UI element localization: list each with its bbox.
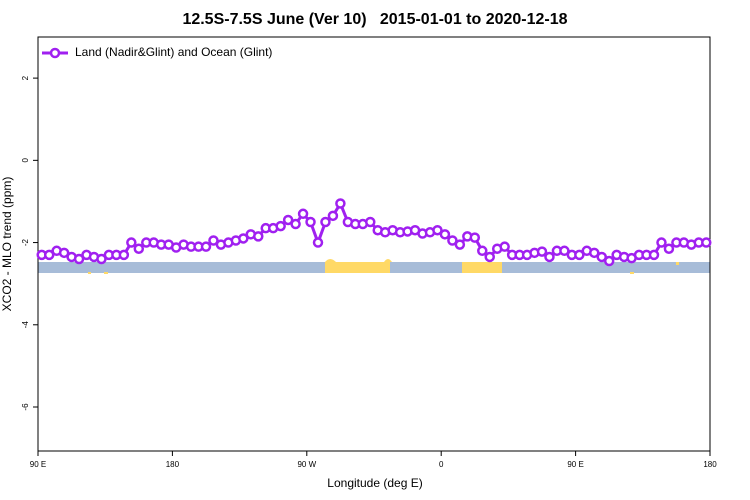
land-dot: [676, 262, 679, 265]
data-point: [305, 216, 316, 228]
data-point: [663, 243, 675, 254]
data-point: [596, 251, 607, 263]
y-tick-label: -2: [21, 238, 30, 246]
x-tick-label: 90 E: [567, 460, 583, 469]
data-point: [656, 237, 667, 248]
y-tick-label: -4: [21, 321, 30, 329]
x-tick-label: 90 E: [30, 460, 46, 469]
data-point: [648, 249, 660, 261]
data-point: [58, 247, 70, 259]
data-point: [238, 233, 249, 244]
data-point: [499, 241, 510, 252]
data-point: [574, 249, 585, 261]
data-point: [559, 245, 570, 257]
data-point: [589, 247, 600, 259]
y-axis-label: XCO2 - MLO trend (ppm): [0, 177, 14, 312]
data-point: [454, 239, 466, 250]
data-point: [253, 231, 264, 242]
x-tick-label: 0: [439, 460, 444, 469]
x-tick-label: 180: [703, 460, 717, 469]
data-point: [327, 210, 339, 222]
data-point: [365, 216, 376, 228]
data-point: [447, 235, 458, 246]
y-tick-label: 2: [21, 75, 30, 80]
land-band: [462, 262, 502, 273]
data-point: [118, 249, 130, 261]
land-dot: [630, 272, 634, 274]
x-tick-label: 180: [166, 460, 180, 469]
land-ocean-band: [38, 259, 710, 274]
data-point: [477, 245, 488, 257]
land-dot: [88, 272, 91, 274]
land-dot: [104, 272, 108, 274]
legend-marker: [49, 47, 61, 59]
data-point: [335, 198, 346, 209]
data-point: [208, 235, 219, 246]
data-point: [536, 246, 548, 257]
data-point: [133, 243, 145, 254]
data-point: [432, 224, 443, 236]
y-tick-label: -6: [21, 403, 30, 411]
data-point: [320, 216, 331, 228]
data-point: [275, 220, 286, 232]
data-point: [282, 214, 294, 226]
data-point: [469, 232, 481, 243]
data-point: [603, 255, 615, 267]
land-edge: [325, 259, 392, 262]
data-point: [701, 237, 712, 248]
chart-title: 12.5S-7.5S June (Ver 10) 2015-01-01 to 2…: [182, 11, 567, 28]
data-point: [43, 249, 55, 261]
data-point: [73, 253, 85, 265]
data-point: [484, 251, 495, 263]
land-band: [325, 262, 390, 273]
data-point: [96, 253, 107, 265]
x-axis-label: Longitude (deg E): [327, 476, 422, 490]
legend-label: Land (Nadir&Glint) and Ocean (Glint): [75, 45, 272, 59]
data-point: [290, 218, 301, 230]
data-point: [126, 237, 137, 248]
x-tick-label: 90 W: [297, 460, 316, 469]
data-point: [200, 241, 212, 252]
y-tick-label: 0: [21, 158, 30, 163]
data-point: [544, 251, 555, 263]
data-point: [297, 208, 309, 220]
data-point: [439, 229, 451, 240]
data-point: [312, 237, 324, 248]
